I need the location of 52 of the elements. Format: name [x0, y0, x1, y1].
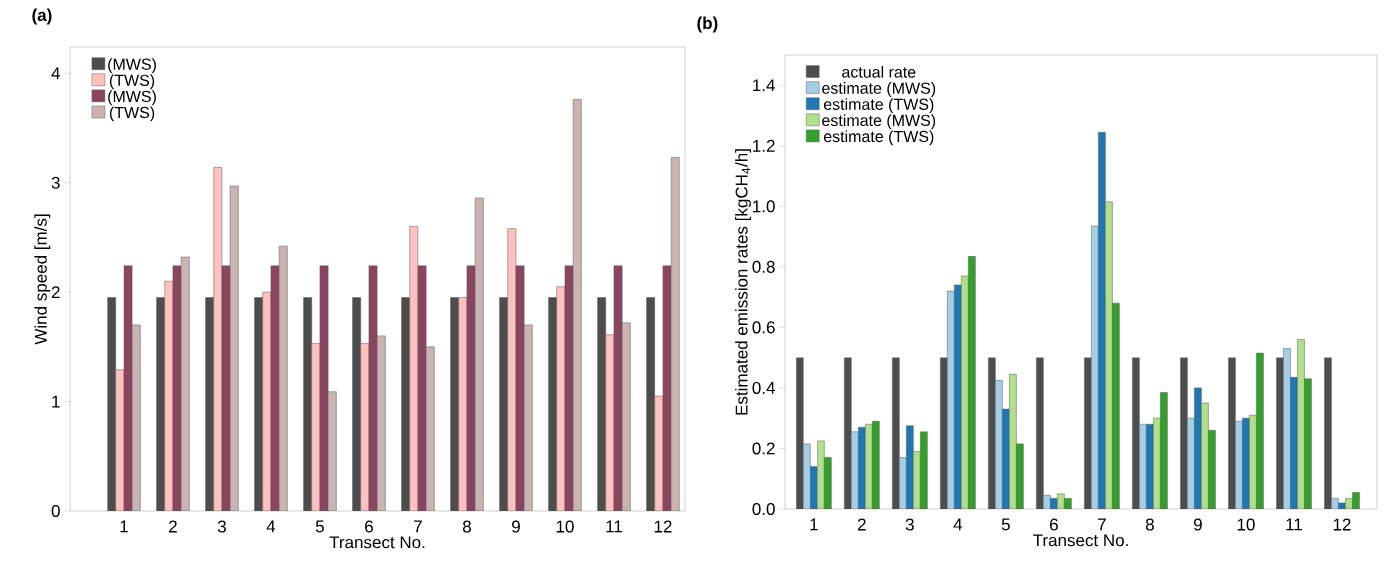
y-tick-label: 0.4 — [752, 381, 775, 394]
legend-label: actual rate — [842, 66, 916, 78]
legend-label: (TWS) — [109, 74, 155, 90]
y-tick-label: 1.4 — [753, 79, 775, 92]
legend-label: (TWS) — [109, 106, 155, 122]
y-tick-label: 0 — [51, 504, 60, 518]
x-tick-label: 6 — [1050, 518, 1058, 531]
x-tick-label: 4 — [953, 518, 963, 531]
x-tick-label: 10 — [556, 520, 574, 533]
y-tick-label: 0.6 — [752, 321, 775, 334]
legend-label: (MWS) — [108, 58, 156, 74]
y-tick-label: 2 — [51, 286, 60, 299]
y-tick-label: 0.8 — [752, 260, 775, 273]
x-tick-label: 3 — [217, 520, 226, 533]
x-tick-label: 5 — [1001, 518, 1010, 531]
x-tick-label: 7 — [1098, 518, 1106, 531]
y-tick-label: 0.2 — [752, 442, 775, 455]
x-axis-title: Transect No. — [1033, 534, 1128, 547]
x-tick-label: 6 — [365, 520, 373, 533]
chart-title: (a) — [32, 8, 52, 25]
x-tick-label: 4 — [266, 520, 276, 533]
chart-title: (b) — [697, 16, 718, 33]
x-axis-title: Transect No. — [329, 536, 425, 549]
legend-label: estimate (TWS) — [823, 130, 934, 146]
y-axis-title: Estimated emission rates [kgCH$_{4}$/h] — [735, 149, 751, 415]
x-tick-label: 7 — [414, 520, 422, 533]
x-tick-label: 2 — [857, 518, 866, 531]
y-tick-label: 4 — [51, 67, 60, 80]
x-tick-label: 3 — [905, 518, 914, 531]
x-tick-label: 8 — [462, 520, 471, 533]
y-axis-title: Wind speed [m/s] — [34, 214, 51, 345]
y-tick-label: 1 — [52, 395, 60, 408]
x-tick-label: 5 — [315, 520, 324, 533]
x-tick-label: 9 — [1193, 518, 1202, 531]
legend-label: estimate (TWS) — [823, 98, 934, 114]
x-tick-label: 8 — [1145, 518, 1154, 531]
x-tick-label: 12 — [654, 520, 672, 533]
legend-label: estimate (MWS) — [822, 82, 936, 97]
y-tick-label: 1.2 — [753, 139, 775, 152]
y-tick-label: 1.0 — [753, 200, 775, 213]
y-tick-label: 0.0 — [752, 502, 775, 516]
x-tick-label: 2 — [169, 520, 177, 533]
x-tick-label: 11 — [606, 520, 622, 533]
x-tick-label: 12 — [1333, 518, 1351, 531]
x-tick-label: 9 — [512, 520, 520, 533]
x-tick-label: 1 — [810, 518, 818, 531]
x-tick-label: 1 — [120, 520, 128, 533]
y-tick-label: 3 — [51, 176, 60, 189]
legend-label: estimate (MWS) — [822, 114, 936, 130]
x-tick-label: 11 — [1286, 518, 1302, 531]
x-tick-label: 10 — [1237, 518, 1255, 531]
legend-label: (MWS) — [108, 90, 156, 106]
